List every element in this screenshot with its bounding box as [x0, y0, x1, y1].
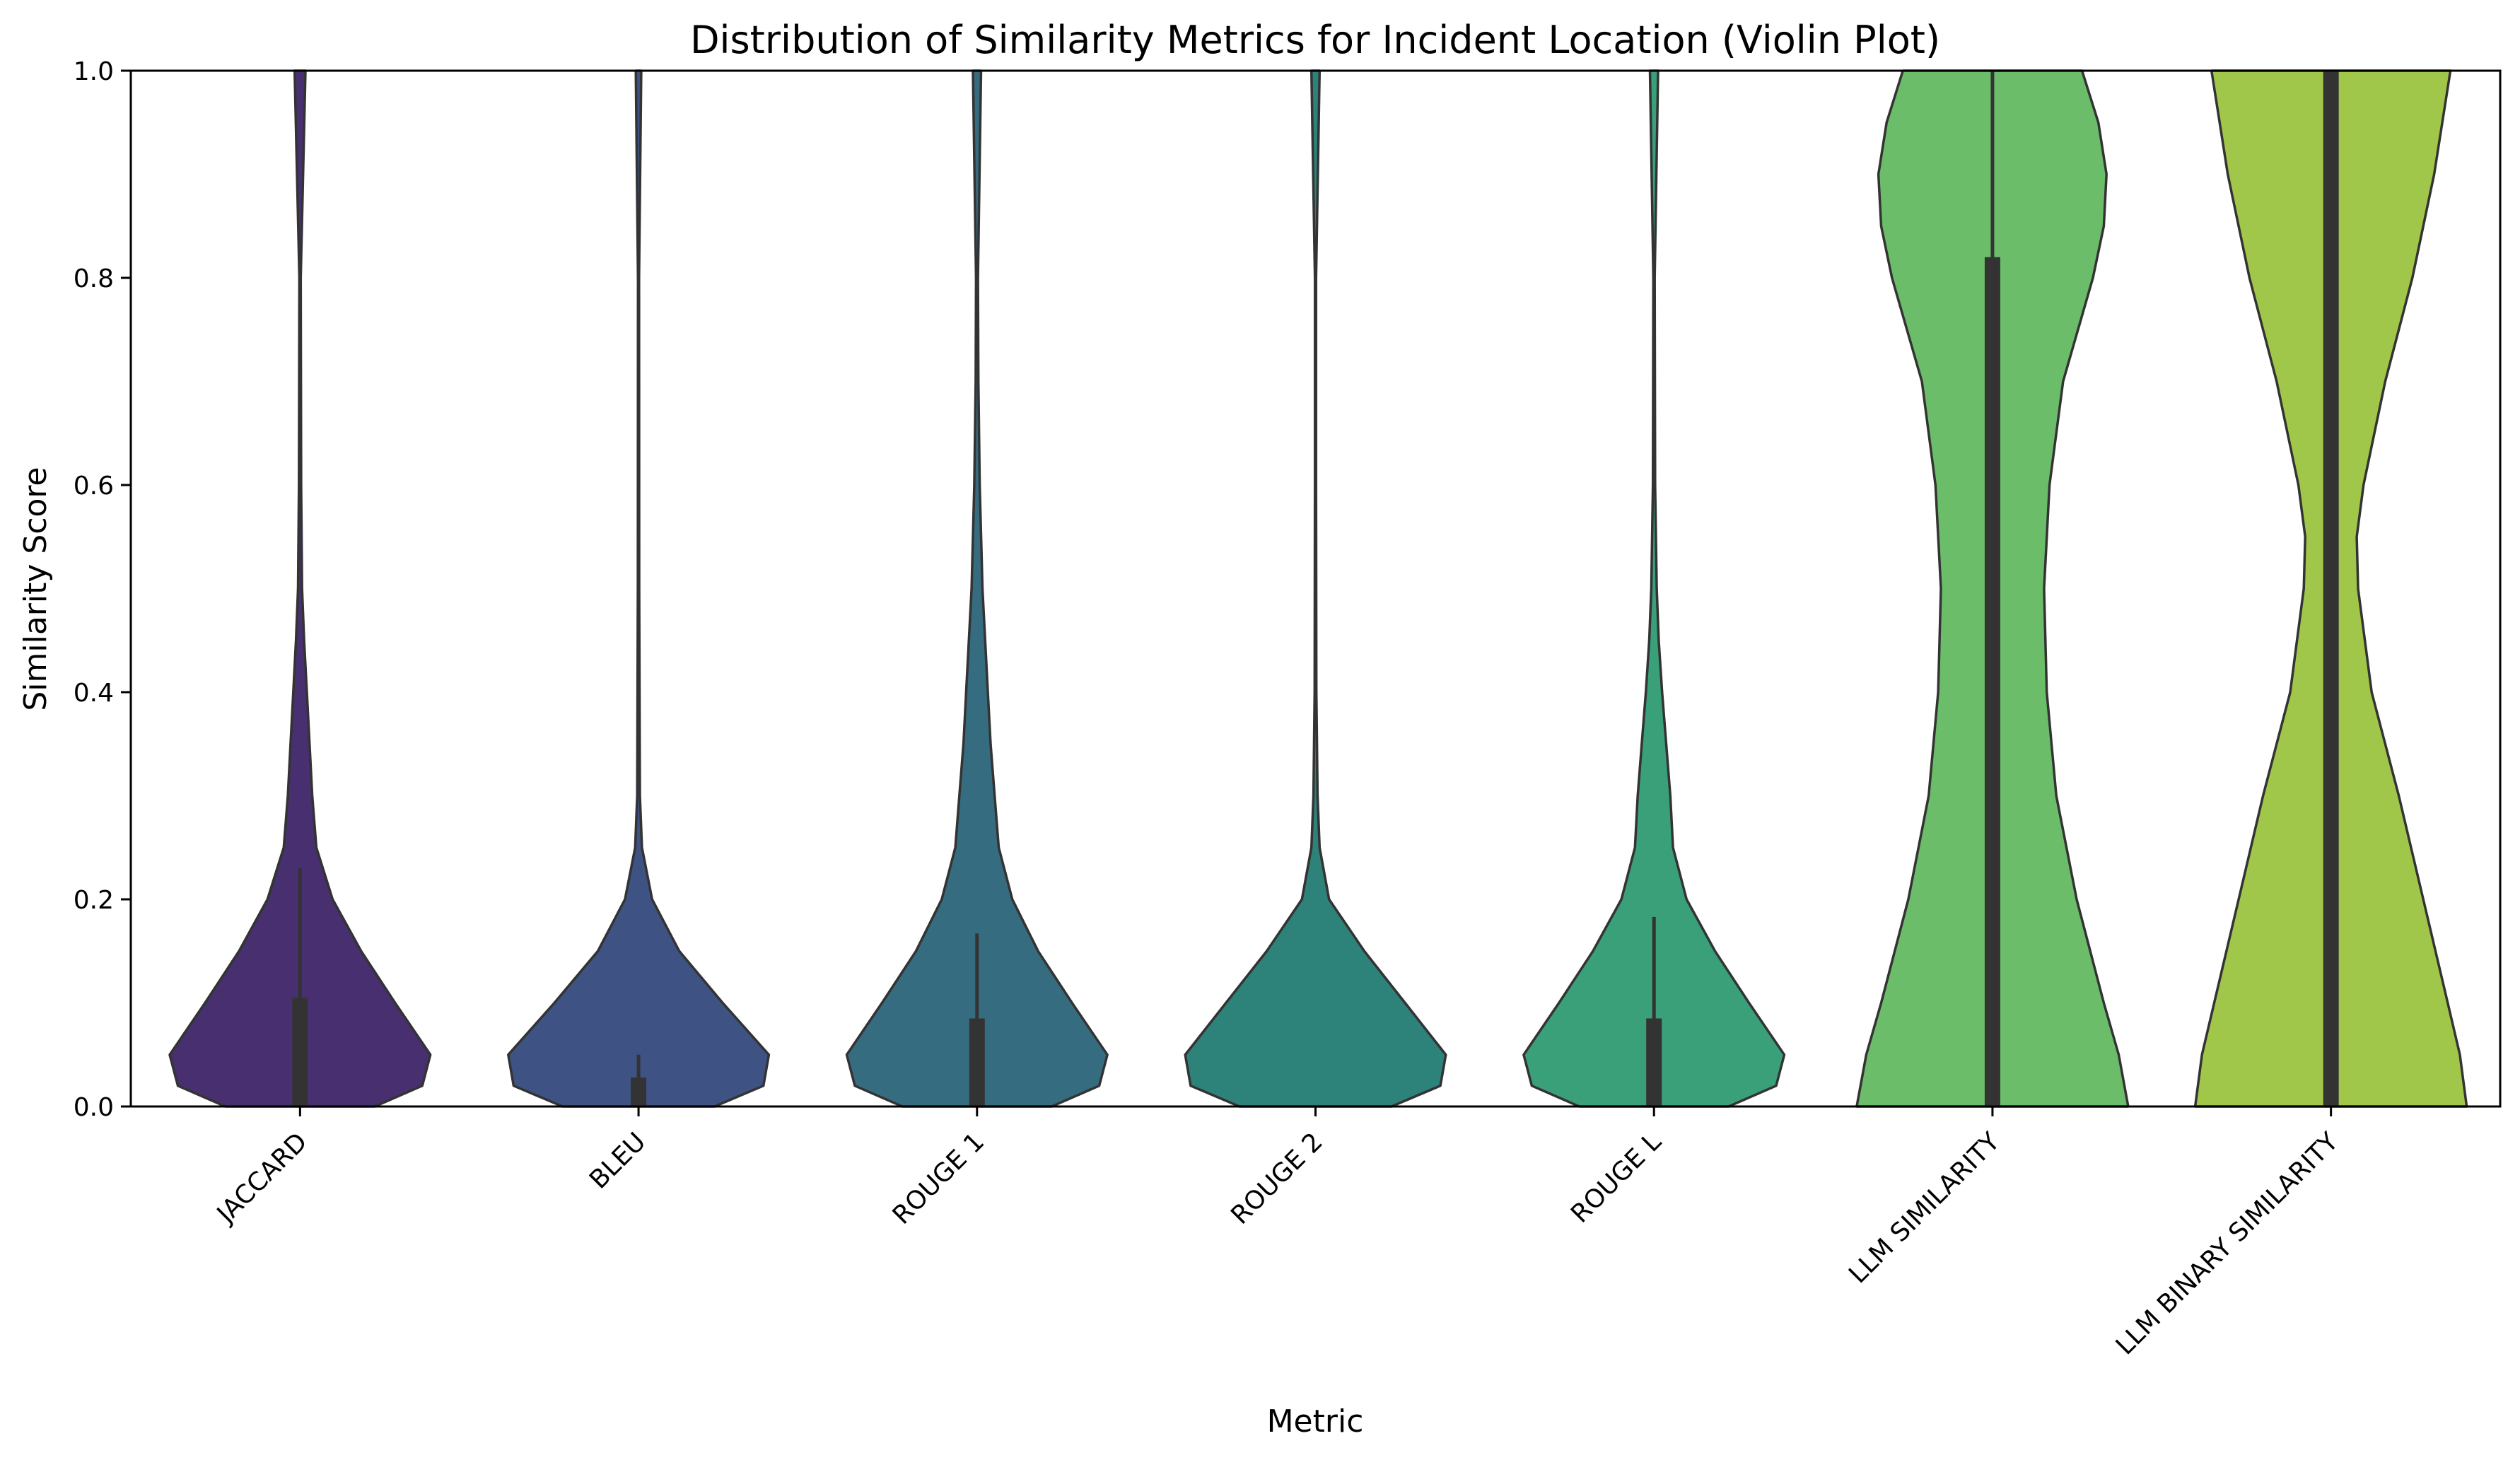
chart-title: Distribution of Similarity Metrics for I… — [690, 18, 1940, 62]
x-tick-label: ROUGE L — [1565, 1127, 1667, 1228]
x-tick-label: BLEU — [584, 1127, 651, 1194]
violin-body-2 — [507, 69, 771, 1108]
x-tick-label: LLM BINARY SIMILARITY — [2111, 1127, 2345, 1361]
violin-group — [168, 69, 2468, 1108]
violin-iqr-box-3 — [969, 1018, 985, 1106]
y-tick-label: 1.0 — [74, 57, 114, 86]
y-tick-label: 0.4 — [74, 679, 114, 708]
x-tick-label: ROUGE 2 — [1225, 1127, 1328, 1230]
y-axis-label: Similarity Score — [18, 467, 54, 711]
y-tick-label: 0.6 — [74, 472, 114, 501]
x-tick-label: ROUGE 1 — [887, 1127, 990, 1230]
violin-iqr-box-6 — [1984, 257, 2000, 1107]
y-tick-label: 0.2 — [74, 886, 114, 915]
violin-body-4 — [1184, 69, 1447, 1108]
plot-frame — [129, 69, 2502, 1108]
y-tick-label: 0.8 — [74, 264, 114, 293]
x-axis: JACCARD BLEU ROUGE 1 ROUGE 2 ROUGE L LLM SIMI… — [211, 1106, 2345, 1361]
x-tick-label: LLM SIMILARITY — [1843, 1127, 2006, 1290]
x-axis-label: Metric — [1267, 1403, 1364, 1439]
x-tick-label: JACCARD — [211, 1127, 313, 1230]
violin-iqr-box-5 — [1646, 1018, 1662, 1106]
violin-iqr-box-1 — [292, 998, 308, 1106]
violin-iqr-box-2 — [631, 1077, 647, 1106]
violin-iqr-box-7 — [2323, 71, 2339, 1106]
y-axis: 0.0 0.2 0.4 0.6 0.8 1.0 — [74, 57, 131, 1122]
y-tick-label: 0.0 — [74, 1093, 114, 1122]
